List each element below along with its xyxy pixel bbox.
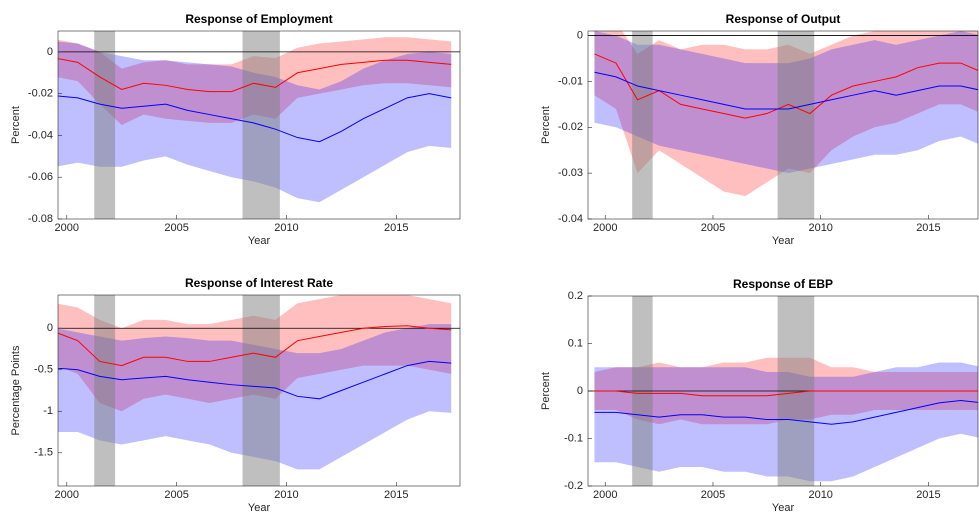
x-tick-label: 2005: [164, 222, 188, 234]
recession-shading: [94, 31, 116, 219]
y-tick-label: -0.08: [28, 213, 53, 225]
y-tick-label: 0: [577, 29, 583, 41]
plot-area: [588, 31, 978, 219]
x-tick-label: 2000: [55, 222, 79, 234]
plot-area: [58, 31, 460, 219]
x-tick-label: 2015: [916, 222, 940, 234]
y-tick-label: -0.01: [558, 75, 583, 87]
y-axis-label: Percent: [10, 106, 22, 144]
x-axis-label: Year: [248, 502, 271, 514]
series-line: [58, 325, 452, 367]
y-axis-label: Percentage Points: [10, 345, 22, 435]
x-tick-label: 2005: [701, 489, 725, 501]
x-axis-label: Year: [248, 235, 271, 247]
chart-title: Response of Employment: [185, 12, 332, 26]
y-tick-label: -0.04: [28, 129, 53, 141]
y-tick-label: 0: [577, 385, 583, 397]
y-tick-label: -0.2: [564, 480, 583, 492]
y-tick-label: 0.1: [568, 337, 583, 349]
series-line: [58, 58, 452, 93]
panel: -0.08 -0.06 -0.04 -0.02 0 2000 2005 2010 2015 Res…: [10, 12, 461, 247]
series-line: [58, 360, 452, 400]
y-tick-label: 0: [47, 46, 53, 58]
y-tick-label: 0: [47, 322, 53, 334]
chart-title: Response of EBP: [733, 277, 833, 291]
y-tick-label: -0.1: [564, 432, 583, 444]
x-tick-label: 2015: [384, 222, 408, 234]
recession-shading: [777, 31, 815, 219]
y-tick-label: 0.2: [568, 290, 583, 302]
x-tick-label: 2010: [274, 222, 298, 234]
axes-box: [57, 294, 461, 487]
y-tick-label: -0.02: [28, 88, 53, 100]
x-axis-label: Year: [772, 235, 795, 247]
series-line: [594, 71, 978, 110]
axes-box: [57, 30, 461, 220]
panel: -0.2 -0.1 0 0.1 0.2 2000 2005 2010 2015 Response …: [540, 277, 979, 514]
chart-title: Response of Output: [726, 12, 841, 26]
y-axis-label: Percent: [540, 372, 552, 410]
y-tick-label: -0.04: [558, 213, 583, 225]
x-tick-label: 2010: [808, 489, 832, 501]
y-tick-label: -0.5: [34, 364, 53, 376]
recession-shading: [242, 295, 280, 486]
y-tick-label: -0.06: [28, 171, 53, 183]
x-tick-label: 2015: [384, 489, 408, 501]
x-tick-label: 2000: [593, 489, 617, 501]
axes-box: [587, 30, 979, 220]
x-tick-label: 2000: [55, 489, 79, 501]
plot-area: [58, 295, 460, 486]
panel: -0.04 -0.03 -0.02 -0.01 0 2000 2005 2010 2015 Res…: [540, 12, 979, 247]
series-line: [594, 399, 978, 425]
chart-title: Response of Interest Rate: [185, 276, 333, 290]
x-tick-label: 2005: [701, 222, 725, 234]
y-tick-label: -1.5: [34, 447, 53, 459]
x-tick-label: 2010: [808, 222, 832, 234]
recession-shading: [632, 31, 653, 219]
x-tick-label: 2010: [274, 489, 298, 501]
panel: -1.5 -1 -0.5 0 2000 2005 2010 2015 Response of I…: [10, 276, 461, 514]
plot-area: [588, 296, 978, 486]
y-axis-label: Percent: [540, 106, 552, 144]
recession-shading: [94, 295, 116, 486]
y-tick-label: -1: [43, 405, 53, 417]
series-line: [594, 390, 978, 397]
x-tick-label: 2000: [593, 222, 617, 234]
x-axis-label: Year: [772, 502, 795, 514]
series-line: [58, 93, 452, 143]
x-tick-label: 2005: [164, 489, 188, 501]
y-tick-label: -0.02: [558, 121, 583, 133]
y-tick-label: -0.03: [558, 167, 583, 179]
x-tick-label: 2015: [916, 489, 940, 501]
